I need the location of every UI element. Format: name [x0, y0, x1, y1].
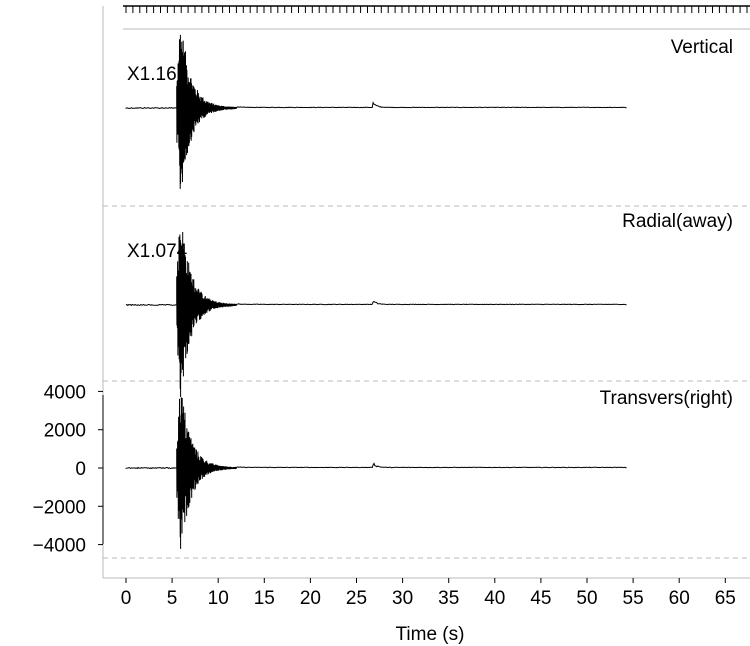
traces: [125, 34, 627, 549]
y-tick-label: 2000: [44, 421, 86, 442]
x-tick-label: 45: [530, 588, 551, 609]
panel-name-label: Radial(away): [622, 211, 733, 232]
x-tick-label: 0: [121, 588, 132, 609]
x-tick-label: 35: [438, 588, 459, 609]
x-tick-label: 65: [715, 588, 736, 609]
panel-labels: Vertical X1.161 Radial(away) X1.074 Transver…: [127, 37, 733, 409]
y-tick-label: 0: [75, 459, 86, 480]
x-tick-label: 40: [484, 588, 505, 609]
x-axis-title: Time (s): [396, 624, 465, 645]
y-tick-label: −2000: [33, 497, 86, 518]
trace-vertical: [125, 34, 627, 189]
y-tick-label: 4000: [44, 382, 86, 403]
x-tick-label: 25: [346, 588, 367, 609]
x-tick-label: 5: [167, 588, 178, 609]
x-tick-label: 60: [669, 588, 690, 609]
top-tick-ruler: [123, 5, 750, 13]
x-tick-label: 20: [300, 588, 321, 609]
y-tick-label: −4000: [33, 536, 86, 557]
x-tick-label: 15: [254, 588, 275, 609]
trace-radial-away-: [125, 231, 627, 398]
trace-transvers-right-: [125, 397, 627, 549]
x-axis-ticks: 0 5 10 15 20 25 30 35 40 45 50 55 60 65: [121, 578, 736, 609]
panel-separators: [103, 205, 750, 559]
x-tick-label: 30: [392, 588, 413, 609]
x-tick-label: 50: [576, 588, 597, 609]
x-tick-label: 55: [623, 588, 644, 609]
panel-name-label: Transvers(right): [600, 388, 733, 409]
scale-factor-label: X1.161: [127, 64, 187, 85]
scale-factor-label: X1.074: [127, 241, 188, 262]
y-axis-ticks: −4000 −2000 0 2000 4000: [33, 382, 103, 557]
x-tick-label: 10: [208, 588, 229, 609]
panel-name-label: Vertical: [671, 37, 733, 58]
